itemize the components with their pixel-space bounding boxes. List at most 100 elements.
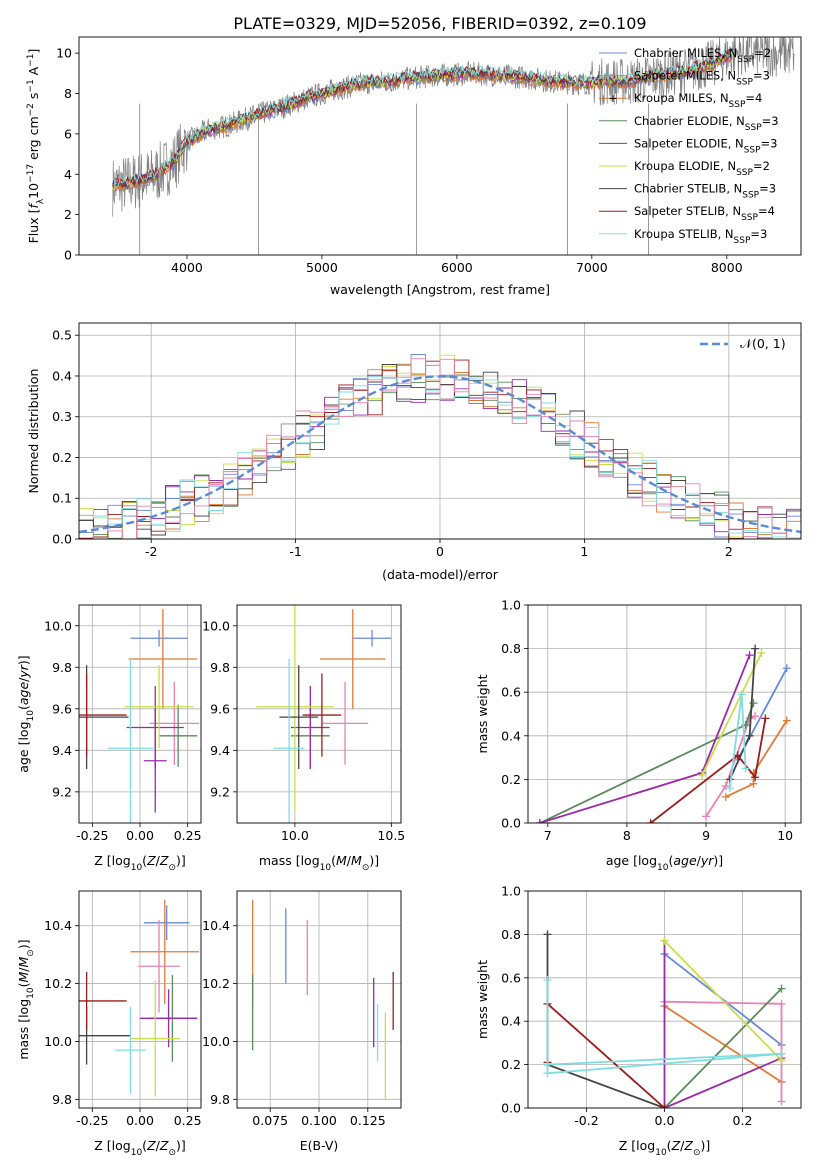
label-part: ⊙ — [26, 949, 36, 957]
label-part: yr — [700, 853, 714, 868]
label-part: SSP — [742, 191, 759, 201]
weight-marker — [721, 792, 730, 801]
axes-frame — [78, 890, 202, 1109]
y-axis-label: mass weight — [475, 960, 490, 1039]
y-tick-label: 10.4 — [44, 918, 72, 933]
y-tick-label: 0.0 — [52, 532, 72, 547]
x-tick-label: 9 — [702, 828, 710, 843]
label-part: ( — [16, 705, 31, 710]
normal-curve — [79, 375, 801, 534]
y-tick-label: 0.3 — [52, 409, 72, 424]
label-part: / — [697, 853, 702, 868]
weight-series — [547, 1052, 782, 1066]
x-axis-label: Z [log10(Z/Z⊙)] — [94, 853, 186, 873]
panel-spectrum: 4000 5000 6000 7000 8000 0 2 4 6 8 10 Chabrier MILE… — [26, 36, 802, 297]
x-tick-label: 7000 — [576, 260, 608, 275]
y-tick-label: 0.2 — [501, 1057, 521, 1072]
label-part: 10 — [131, 1148, 143, 1158]
label-part: mass [log — [259, 853, 320, 868]
y-tick-label: 0.5 — [52, 328, 72, 343]
plot-area — [79, 891, 201, 1108]
label-part: =3 — [762, 114, 779, 128]
x-tick-label: 0 — [436, 544, 444, 559]
label-part: ( — [16, 983, 31, 988]
weight-series — [663, 940, 783, 1061]
label-part: f — [26, 203, 41, 209]
label-part: −1 — [26, 53, 36, 66]
y-tick-label: 10.2 — [202, 976, 230, 991]
label-part: erg cm — [26, 116, 41, 164]
plot-area — [79, 605, 201, 823]
panel-mass_vs_Z: -0.25 0.00 0.259.810.010.210.4Z [log10(Z/Z… — [16, 890, 202, 1158]
weight-marker — [751, 712, 760, 721]
label-part: M — [16, 956, 31, 967]
label-part: SSP — [745, 123, 762, 133]
weight-marker — [777, 1049, 786, 1058]
weight-marker — [777, 1097, 786, 1106]
y-tick-label: 0.2 — [501, 772, 521, 787]
legend-label: Kroupa STELIB, NSSP=3 — [634, 227, 767, 246]
label-part: )] — [713, 853, 723, 868]
axes-frame — [78, 322, 802, 540]
label-part: =3 — [753, 69, 770, 83]
label-part: ( — [142, 1138, 147, 1153]
y-tick-label: 0.0 — [501, 1101, 521, 1116]
weight-series — [650, 718, 767, 823]
label-part: SSP — [736, 168, 753, 178]
x-axis-label: Z [log10(Z/Z⊙)] — [619, 1138, 711, 1158]
axes-frame — [78, 604, 202, 824]
label-part: / — [680, 1138, 685, 1153]
label-part: 10 — [26, 987, 36, 999]
label-part: 10 — [131, 863, 143, 873]
panel-weight_vs_Z: -0.2 0.0 0.20.00.20.40.60.81.0Z [log10(Z/Z… — [475, 884, 802, 1158]
y-tick-label: 9.6 — [52, 701, 72, 716]
weight-marker — [757, 648, 766, 657]
label-part: Salpeter MILES, N — [634, 69, 736, 83]
x-tick-label: 10.0 — [281, 828, 309, 843]
label-part: Kroupa ELODIE, N — [634, 159, 736, 173]
label-part: M — [336, 853, 347, 868]
label-part: Kroupa STELIB, N — [634, 227, 734, 241]
label-part: ( — [142, 853, 147, 868]
weight-marker — [543, 930, 552, 939]
x-tick-label: 8000 — [711, 260, 743, 275]
label-part: SSP — [736, 78, 753, 88]
label-part: )] — [16, 939, 31, 949]
label-part: )] — [176, 853, 186, 868]
y-tick-label: 9.8 — [210, 660, 230, 675]
weight-marker — [543, 975, 552, 984]
weight-marker — [737, 690, 746, 699]
residual-histogram — [79, 358, 801, 539]
plot-area — [79, 323, 801, 539]
y-tick-label: 9.4 — [52, 743, 72, 758]
y-tick-label: 9.6 — [210, 701, 230, 716]
label-part: age [log — [606, 853, 657, 868]
x-tick-label: 5000 — [306, 260, 338, 275]
weight-marker — [741, 764, 750, 773]
y-tick-label: 0.4 — [52, 368, 72, 383]
label-part: / — [156, 1138, 161, 1153]
label-part: mass [log — [16, 999, 31, 1060]
x-tick-label: 0.125 — [350, 1113, 386, 1128]
y-tick-label: 9.8 — [52, 660, 72, 675]
y-axis-label: age [log10(age/yr)] — [16, 655, 36, 772]
label-part: )] — [369, 853, 379, 868]
label-part: ⊙ — [168, 863, 176, 873]
y-tick-label: 10.0 — [44, 1034, 72, 1049]
weight-marker — [660, 936, 669, 945]
y-tick-label: 0.6 — [501, 970, 521, 985]
x-tick-label: 7 — [544, 828, 552, 843]
x-tick-label: 1 — [580, 544, 588, 559]
model-spectrum — [112, 48, 734, 189]
x-axis-label: mass [log10(M/M⊙)] — [259, 853, 379, 873]
x-tick-label: 0.25 — [174, 828, 202, 843]
label-part: =2 — [753, 159, 770, 173]
legend-label: Salpeter MILES, NSSP=3 — [634, 69, 770, 88]
residual-histogram — [79, 373, 801, 539]
x-axis-label: (data-model)/error — [382, 567, 499, 582]
label-part: )] — [700, 1138, 710, 1153]
label-part: ⊙ — [693, 1148, 701, 1158]
legend-label: Kroupa ELODIE, NSSP=2 — [634, 159, 770, 178]
